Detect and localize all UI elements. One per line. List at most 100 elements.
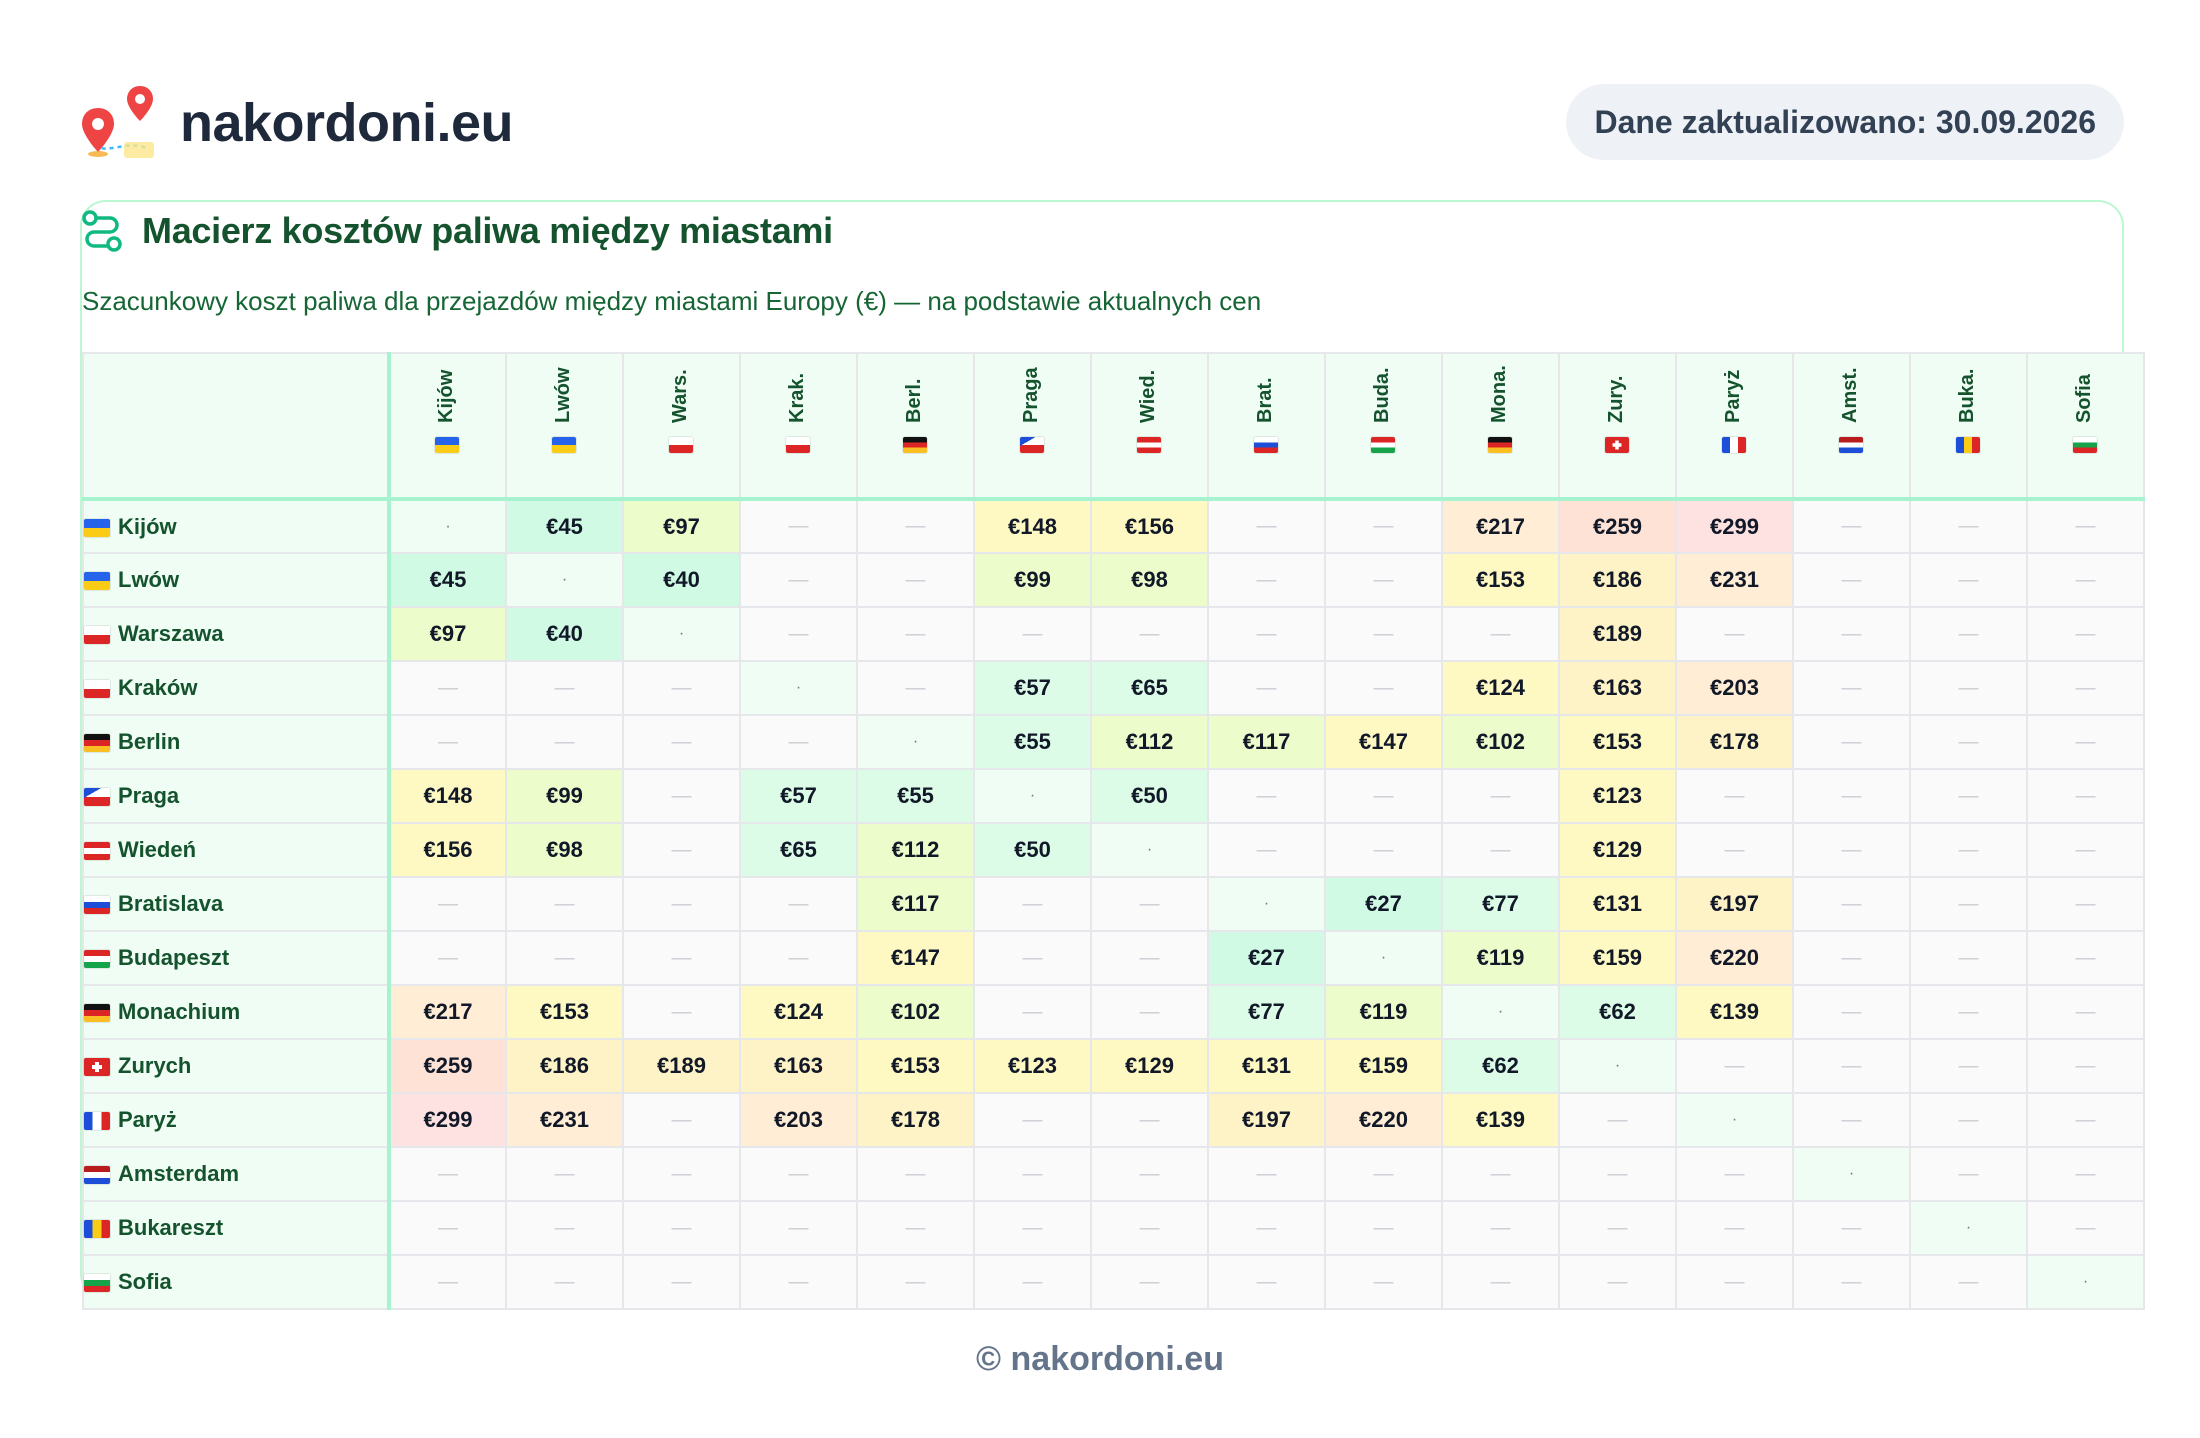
matrix-cell-cost: €98: [505, 822, 624, 878]
header: nakordoni.eu Dane zaktualizowano: 30.09.…: [80, 78, 2124, 168]
row-header: Zurych: [82, 1038, 391, 1094]
matrix-cell-empty: —: [1090, 1092, 1209, 1148]
matrix-cell-cost: €119: [1441, 930, 1560, 986]
column-header-label-group: Sofia: [2072, 374, 2096, 457]
row-header: Budapeszt: [82, 930, 391, 986]
matrix-cell-cost: €178: [856, 1092, 975, 1148]
matrix-cell-empty: —: [1207, 822, 1326, 878]
flag-bg-icon: [84, 1274, 110, 1293]
matrix-cell-empty: —: [1675, 1254, 1794, 1310]
matrix-cell-empty: —: [1675, 1146, 1794, 1202]
matrix-cell-cost: €203: [739, 1092, 858, 1148]
flag-cz-icon: [84, 788, 110, 807]
matrix-cell-empty: —: [388, 876, 507, 932]
matrix-cell-empty: —: [1441, 606, 1560, 662]
matrix-cell-empty: —: [1909, 768, 2028, 824]
flag-de-icon: [84, 1004, 110, 1023]
matrix-cell-empty: —: [2026, 984, 2145, 1040]
column-header-label-group: Buda.: [1370, 367, 1394, 457]
column-header: Brat.: [1207, 352, 1326, 501]
matrix-cell-empty: —: [1090, 876, 1209, 932]
matrix-cell-empty: —: [973, 606, 1092, 662]
matrix-cell-empty: —: [505, 1146, 624, 1202]
matrix-cell-empty: —: [739, 1146, 858, 1202]
column-header: Buda.: [1324, 352, 1443, 501]
matrix-row: Monachium €217 €153— €124 €102— — €77 €119 · €62 €…: [82, 984, 2145, 1040]
matrix-cell-empty: —: [1324, 1200, 1443, 1256]
matrix-cell-empty: —: [2026, 822, 2145, 878]
matrix-cell-empty: —: [1558, 1254, 1677, 1310]
matrix-cell-cost: €153: [856, 1038, 975, 1094]
matrix-cell-self: ·: [622, 606, 741, 662]
matrix-cell-empty: —: [622, 1092, 741, 1148]
matrix-cell-cost: €197: [1207, 1092, 1326, 1148]
row-header-label: Praga: [118, 783, 180, 808]
matrix-cell-empty: —: [1207, 1200, 1326, 1256]
brand[interactable]: nakordoni.eu: [80, 78, 514, 168]
column-header: Paryż: [1675, 352, 1794, 501]
matrix-cell-empty: —: [622, 714, 741, 770]
row-header: Bratislava: [82, 876, 391, 932]
flag-ro-icon: [84, 1220, 110, 1239]
matrix-cell-empty: —: [388, 660, 507, 716]
matrix-cell-cost: €189: [622, 1038, 741, 1094]
matrix-row: Bratislava — — — — €117— — · €27 €77 €131 €197— — —: [82, 876, 2145, 932]
matrix-cell-empty: —: [1792, 714, 1911, 770]
matrix-cell-empty: —: [1909, 876, 2028, 932]
matrix-cell-cost: €45: [388, 552, 507, 608]
matrix-cell-cost: €45: [505, 498, 624, 554]
matrix-cell-cost: €186: [1558, 552, 1677, 608]
matrix-cell-empty: —: [2026, 606, 2145, 662]
matrix-row: Wiedeń €156 €98— €65 €112 €50 · — — — €129— — — —: [82, 822, 2145, 878]
matrix-cell-empty: —: [505, 1254, 624, 1310]
card-title-row: Macierz kosztów paliwa między miastami: [80, 206, 833, 256]
flag-pl-icon: [84, 626, 110, 645]
matrix-cell-empty: —: [1792, 984, 1911, 1040]
matrix-cell-empty: —: [388, 930, 507, 986]
matrix-cell-cost: €153: [1441, 552, 1560, 608]
matrix-row: Sofia — — — — — — — — — — — — — — ·: [82, 1254, 2145, 1310]
row-header-label: Sofia: [118, 1269, 172, 1294]
matrix-cell-cost: €197: [1675, 876, 1794, 932]
flag-hu-icon: [1370, 437, 1394, 453]
matrix-cell-cost: €117: [856, 876, 975, 932]
column-header-label: Lwów: [551, 367, 574, 423]
column-header-label-group: Zury.: [1604, 376, 1628, 457]
card-subtitle: Szacunkowy koszt paliwa dla przejazdów m…: [82, 286, 1262, 316]
updated-date-badge: Dane zaktualizowano: 30.09.2026: [1566, 84, 2124, 160]
matrix-cell-cost: €62: [1558, 984, 1677, 1040]
matrix-cell-empty: —: [1909, 984, 2028, 1040]
matrix-cell-empty: —: [1207, 660, 1326, 716]
matrix-corner: [82, 352, 391, 501]
matrix-cell-empty: —: [1909, 1092, 2028, 1148]
flag-ua-icon: [84, 518, 110, 537]
matrix-cell-cost: €27: [1207, 930, 1326, 986]
column-header-label: Praga: [1019, 367, 1042, 423]
matrix-cell-cost: €99: [973, 552, 1092, 608]
matrix-cell-self: ·: [1441, 984, 1560, 1040]
column-header: Krak.: [739, 352, 858, 501]
matrix-cell-empty: —: [1324, 660, 1443, 716]
matrix-cell-empty: —: [1207, 552, 1326, 608]
flag-bg-icon: [2072, 437, 2096, 453]
matrix-row: Amsterdam — — — — — — — — — — — — · — —: [82, 1146, 2145, 1202]
row-header: Monachium: [82, 984, 391, 1040]
column-header-label-group: Berl.: [902, 379, 926, 457]
matrix-header-row: Kijów Lwów Wars. Krak. Berl. Praga Wied. Brat. B…: [82, 352, 2145, 501]
matrix-cell-empty: —: [739, 1200, 858, 1256]
matrix-body: Kijów · €45 €97— — €148 €156— — €217 €259 €299— — — L…: [82, 498, 2145, 1310]
matrix-cell-cost: €189: [1558, 606, 1677, 662]
matrix-cell-cost: €40: [505, 606, 624, 662]
matrix-cell-empty: —: [1207, 498, 1326, 554]
matrix-cell-cost: €65: [1090, 660, 1209, 716]
matrix-cell-self: ·: [388, 498, 507, 554]
row-header: Bukareszt: [82, 1200, 391, 1256]
matrix-cell-self: ·: [1675, 1092, 1794, 1148]
matrix-cell-empty: —: [622, 660, 741, 716]
matrix-cell-empty: —: [388, 1146, 507, 1202]
matrix-cell-cost: €159: [1324, 1038, 1443, 1094]
row-header: Paryż: [82, 1092, 391, 1148]
matrix-cell-empty: —: [739, 876, 858, 932]
row-header-label: Wiedeń: [118, 837, 197, 862]
matrix-cell-cost: €156: [388, 822, 507, 878]
